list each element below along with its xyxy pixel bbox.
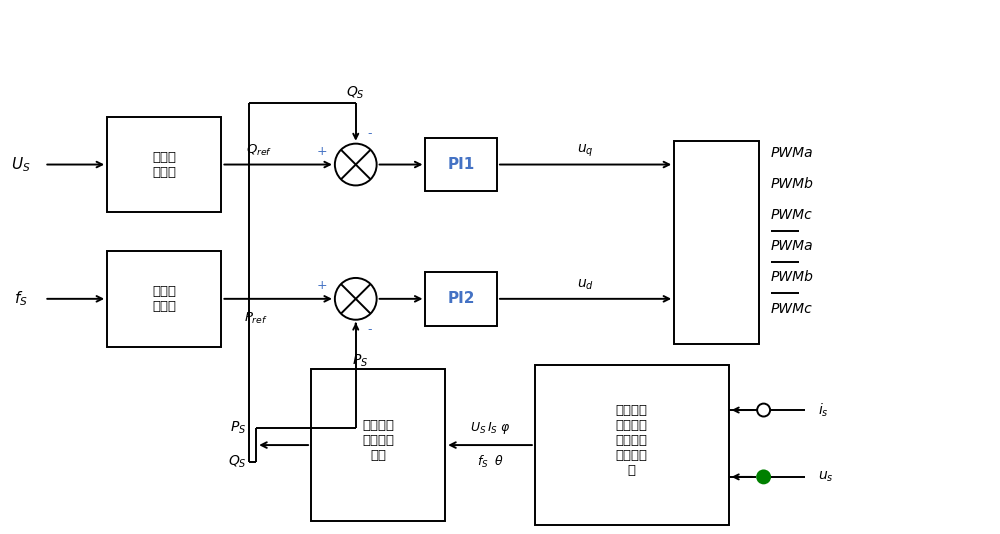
Text: $u_s$: $u_s$ — [818, 470, 834, 484]
Text: PWMa: PWMa — [771, 239, 813, 253]
Text: $f_S\;\;\theta$: $f_S\;\;\theta$ — [477, 454, 503, 470]
Text: PWMa: PWMa — [771, 146, 813, 160]
Text: $Q_{ref}$: $Q_{ref}$ — [246, 143, 272, 158]
Text: PWMc: PWMc — [771, 208, 812, 222]
Text: 有功功率
无功功率
计算: 有功功率 无功功率 计算 — [362, 419, 394, 461]
Text: $u_q$: $u_q$ — [577, 143, 594, 159]
Text: +: + — [317, 279, 327, 293]
Text: $U_S\,I_S\;\varphi$: $U_S\,I_S\;\varphi$ — [470, 420, 510, 436]
Text: -: - — [367, 323, 372, 336]
Text: $P_S$: $P_S$ — [352, 352, 368, 368]
Bar — [674, 140, 759, 343]
Text: $P_S$: $P_S$ — [230, 420, 246, 436]
Text: 第二下
垂控制: 第二下 垂控制 — [152, 285, 176, 313]
Text: PI2: PI2 — [447, 292, 475, 307]
Text: $u_d$: $u_d$ — [577, 278, 594, 292]
Bar — [425, 272, 497, 326]
Text: -: - — [367, 127, 372, 140]
Bar — [425, 138, 497, 191]
Text: 第一下
垂控制: 第一下 垂控制 — [152, 151, 176, 178]
Text: $Q_S$: $Q_S$ — [346, 85, 365, 101]
Circle shape — [756, 469, 771, 484]
Text: PWMb: PWMb — [771, 177, 813, 191]
Text: +: + — [317, 145, 327, 158]
Bar — [107, 251, 221, 347]
Bar — [311, 370, 445, 521]
Bar — [535, 365, 729, 524]
Text: $Q_S$: $Q_S$ — [228, 454, 246, 470]
Text: PWMb: PWMb — [771, 271, 813, 285]
Text: $f_S$: $f_S$ — [14, 289, 27, 308]
Text: $U_S$: $U_S$ — [11, 155, 30, 174]
Text: PWMc: PWMc — [771, 302, 812, 316]
Text: $i_s$: $i_s$ — [818, 402, 829, 419]
Bar — [107, 117, 221, 213]
Text: $P_{ref}$: $P_{ref}$ — [244, 311, 268, 326]
Text: 电压电流
夹角、频
率计算，
相位角锁
相: 电压电流 夹角、频 率计算， 相位角锁 相 — [616, 404, 648, 476]
Text: PI1: PI1 — [448, 157, 475, 172]
